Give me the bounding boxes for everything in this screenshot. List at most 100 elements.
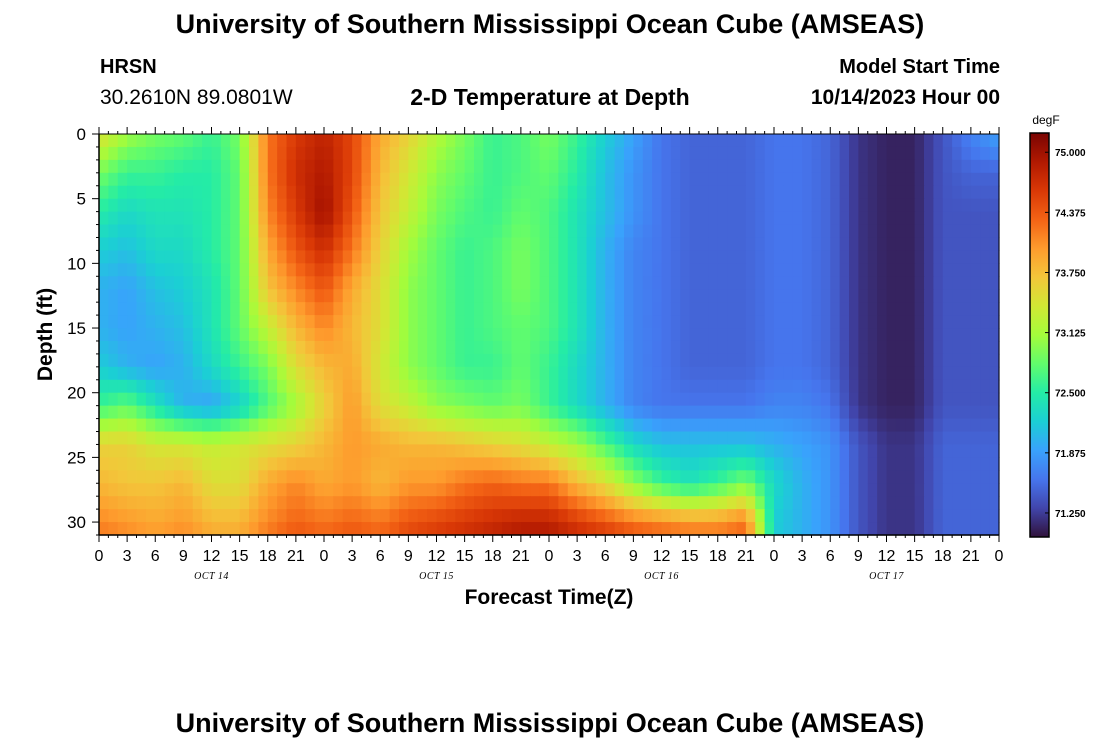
heatmap-cell xyxy=(530,496,541,510)
heatmap-cell xyxy=(624,185,634,200)
heatmap-cell xyxy=(211,457,222,471)
heatmap-cell xyxy=(886,483,897,497)
heatmap-cell xyxy=(867,392,878,407)
heatmap-cell xyxy=(792,315,803,329)
heatmap-cell xyxy=(464,444,475,458)
heatmap-cell xyxy=(408,211,419,226)
heatmap-cell xyxy=(558,185,569,200)
heatmap-cell xyxy=(455,224,466,239)
heatmap-cell xyxy=(586,211,597,226)
heatmap-cell xyxy=(108,509,119,523)
heatmap-cell xyxy=(670,250,681,264)
heatmap-cell xyxy=(361,263,372,277)
heatmap-cell xyxy=(933,418,944,433)
heatmap-cell xyxy=(905,211,916,226)
heatmap-cell xyxy=(117,211,128,226)
heatmap-cell xyxy=(886,431,897,446)
heatmap-cell xyxy=(670,366,681,381)
heatmap-cell xyxy=(399,340,409,355)
heatmap-cell xyxy=(849,328,859,342)
heatmap-cell xyxy=(136,315,147,329)
heatmap-cell xyxy=(792,211,803,226)
heatmap-cell xyxy=(117,263,128,277)
heatmap-cell xyxy=(717,276,728,290)
heatmap-cell xyxy=(633,509,644,523)
heatmap-cell xyxy=(286,509,297,523)
heatmap-cell xyxy=(549,276,559,290)
heatmap-cell xyxy=(867,211,878,226)
heatmap-cell xyxy=(502,315,513,329)
heatmap-cell xyxy=(764,509,775,523)
heatmap-cell xyxy=(455,237,466,252)
heatmap-cell xyxy=(389,276,400,290)
heatmap-cell xyxy=(474,483,484,497)
heatmap-cell xyxy=(961,418,972,433)
heatmap-cell xyxy=(174,172,184,187)
heatmap-cell xyxy=(99,224,109,239)
heatmap-cell xyxy=(942,522,953,536)
heatmap-cell xyxy=(511,418,522,433)
heatmap-cell xyxy=(164,392,175,407)
heatmap-cell xyxy=(258,276,269,290)
heatmap-cell xyxy=(736,366,747,381)
heatmap-cell xyxy=(595,159,606,174)
heatmap-cell xyxy=(736,263,747,277)
heatmap-cell xyxy=(361,134,372,148)
heatmap-cell xyxy=(952,405,963,420)
heatmap-cell xyxy=(792,237,803,252)
heatmap-cell xyxy=(192,418,203,433)
heatmap-cell xyxy=(549,418,559,433)
heatmap-cell xyxy=(389,483,400,497)
heatmap-cell xyxy=(333,302,344,316)
heatmap-cell xyxy=(989,159,1000,174)
heatmap-cell xyxy=(202,276,213,290)
heatmap-cell xyxy=(858,496,869,510)
heatmap-cell xyxy=(633,198,644,213)
x-tick-label: 3 xyxy=(348,548,357,565)
heatmap-cell xyxy=(699,224,709,239)
heatmap-cell xyxy=(614,302,625,316)
heatmap-cell xyxy=(680,444,691,458)
heatmap-cell xyxy=(530,509,541,523)
heatmap-cell xyxy=(624,224,634,239)
heatmap-cell xyxy=(783,405,794,420)
heatmap-cell xyxy=(174,470,184,484)
heatmap-cell xyxy=(670,172,681,187)
heatmap-cell xyxy=(258,159,269,174)
heatmap-cell xyxy=(764,211,775,226)
heatmap-cell xyxy=(202,470,213,484)
heatmap-cell xyxy=(389,198,400,213)
heatmap-cell xyxy=(145,444,156,458)
heatmap-cell xyxy=(652,198,663,213)
heatmap-cell xyxy=(286,263,297,277)
heatmap-cell xyxy=(136,392,147,407)
heatmap-cell xyxy=(389,496,400,510)
heatmap-cell xyxy=(839,457,850,471)
heatmap-cell xyxy=(736,211,747,226)
heatmap-cell xyxy=(464,250,475,264)
heatmap-cell xyxy=(436,134,447,148)
heatmap-cell xyxy=(614,263,625,277)
heatmap-cell xyxy=(689,496,700,510)
heatmap-cell xyxy=(192,405,203,420)
heatmap-cell xyxy=(849,379,859,394)
heatmap-cell xyxy=(895,211,906,226)
heatmap-cell xyxy=(820,224,831,239)
heatmap-cell xyxy=(464,470,475,484)
heatmap-cell xyxy=(961,483,972,497)
heatmap-cell xyxy=(202,457,213,471)
heatmap-cell xyxy=(764,328,775,342)
heatmap-cell xyxy=(408,444,419,458)
heatmap-cell xyxy=(380,302,391,316)
heatmap-cell xyxy=(220,211,231,226)
heatmap-cell xyxy=(567,263,578,277)
heatmap-cell xyxy=(942,405,953,420)
heatmap-cell xyxy=(558,315,569,329)
heatmap-cell xyxy=(145,134,156,148)
heatmap-cell xyxy=(324,146,334,161)
heatmap-cell xyxy=(830,496,841,510)
heatmap-cell xyxy=(427,418,438,433)
heatmap-cell xyxy=(745,340,756,355)
heatmap-cell xyxy=(117,392,128,407)
heatmap-cell xyxy=(502,509,513,523)
